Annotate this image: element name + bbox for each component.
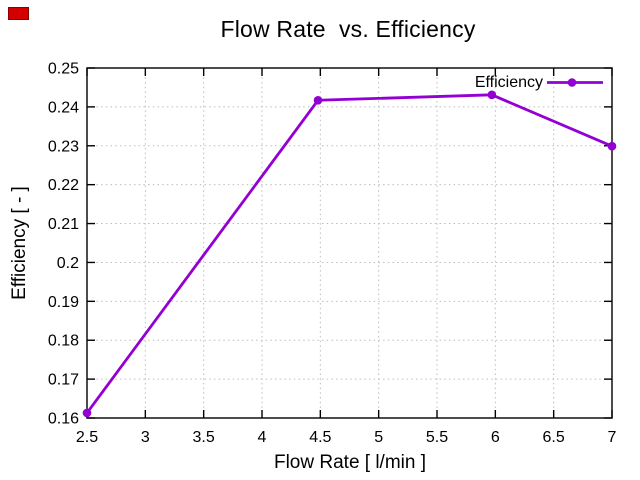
x-tick-label: 4.5	[309, 429, 331, 446]
x-tick-label: 2.5	[76, 429, 98, 446]
annotation-marker-box	[8, 7, 29, 20]
y-tick-label: 0.17	[48, 372, 79, 389]
x-tick-label: 5	[374, 429, 383, 446]
legend-series-label: Efficiency	[474, 74, 543, 91]
y-tick-label: 0.22	[48, 177, 79, 194]
y-tick-label: 0.2	[57, 255, 79, 272]
y-tick-label: 0.21	[48, 216, 79, 233]
chart-title: Flow Rate vs. Efficiency	[220, 16, 476, 42]
data-point	[607, 141, 617, 151]
data-line	[85, 93, 613, 414]
legend: Efficiency	[453, 74, 543, 92]
x-tick-label: 3.5	[193, 429, 215, 446]
data-point	[82, 408, 92, 418]
y-tick-label: 0.16	[48, 411, 79, 428]
x-tick-label: 6	[491, 429, 500, 446]
x-axis-label: Flow Rate [ l/min ]	[273, 452, 427, 473]
x-tick-label: 4	[258, 429, 267, 446]
y-tick-label: 0.18	[48, 333, 79, 350]
plot-border	[86, 67, 613, 419]
x-tick-label: 6.5	[543, 429, 565, 446]
x-tick-label: 3	[141, 429, 150, 446]
x-tick-label: 5.5	[426, 429, 448, 446]
x-tick-label: 7	[608, 429, 617, 446]
y-tick-label: 0.24	[48, 99, 79, 116]
y-tick-label: 0.23	[48, 138, 79, 155]
y-tick-label: 0.25	[48, 61, 79, 78]
legend-sample-marker	[567, 78, 577, 87]
y-tick-label: 0.19	[48, 294, 79, 311]
data-point	[487, 90, 497, 100]
data-point	[313, 95, 323, 105]
